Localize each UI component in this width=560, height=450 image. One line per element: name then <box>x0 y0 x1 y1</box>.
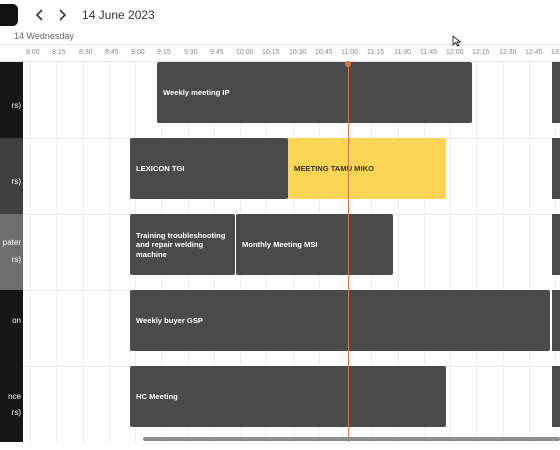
resource-row-1[interactable]: rs) <box>0 62 23 138</box>
event-hc-meeting[interactable]: HC Meeting <box>130 366 446 427</box>
time-tick: 12:30 <box>499 49 517 56</box>
chevron-right-icon <box>59 9 67 21</box>
event-offscreen-2[interactable] <box>552 138 560 199</box>
mouse-cursor-icon <box>452 35 462 47</box>
chevron-left-icon <box>35 9 43 21</box>
time-tick: 13:00 <box>551 49 560 56</box>
event-offscreen-3[interactable] <box>552 214 560 275</box>
time-tick: 8:30 <box>79 49 93 56</box>
current-time-dot <box>345 61 351 67</box>
time-tick: 9:15 <box>157 49 171 56</box>
horizontal-scrollbar[interactable] <box>143 437 560 441</box>
time-tick: 10:45 <box>315 49 333 56</box>
time-tick: 8:15 <box>52 49 66 56</box>
time-tick: 9:45 <box>210 49 224 56</box>
date-title: 14 June 2023 <box>82 8 155 22</box>
resource-label: nce <box>8 392 21 401</box>
view-toggle-button[interactable] <box>0 4 18 26</box>
event-training-welding[interactable]: Training troubleshooting and repair weld… <box>130 214 235 275</box>
time-tick: 12:15 <box>472 49 490 56</box>
time-tick: 11:00 <box>341 49 358 56</box>
event-meeting-tamu-miko[interactable]: MEETING TAMU MIKO <box>288 138 446 199</box>
resource-label: on <box>12 316 21 325</box>
event-monthly-meeting-msi[interactable]: Monthly Meeting MSI <box>236 214 393 275</box>
day-label: 14 Wednesday <box>14 31 74 41</box>
event-title: MEETING TAMU MIKO <box>294 163 375 173</box>
time-tick: 11:15 <box>367 49 384 56</box>
time-tick: 12:00 <box>446 49 464 56</box>
time-tick: 9:00 <box>131 49 145 56</box>
time-tick: 10:30 <box>289 49 307 56</box>
prev-day-button[interactable] <box>33 7 47 23</box>
event-title: Training troubleshooting and repair weld… <box>136 231 226 259</box>
event-title: LEXICON TGI <box>136 163 185 173</box>
current-time-line <box>348 62 349 442</box>
time-tick: 11:30 <box>394 49 411 56</box>
resource-label: pater <box>2 238 21 247</box>
resource-row-4[interactable]: on <box>0 290 23 366</box>
time-header: 8:00 8:15 8:30 8:45 9:00 9:15 9:30 9:45 … <box>0 44 560 62</box>
event-title: HC Meeting <box>136 391 178 401</box>
resource-label: rs) <box>11 177 21 186</box>
event-title: Weekly buyer GSP <box>136 315 203 325</box>
event-offscreen-1[interactable] <box>552 62 560 123</box>
time-tick: 8:00 <box>26 49 40 56</box>
time-tick: 9:30 <box>184 49 198 56</box>
resource-row-5[interactable]: nce rs) <box>0 366 23 442</box>
event-weekly-meeting-ip[interactable]: Weekly meeting IP <box>157 62 472 123</box>
time-tick: 8:45 <box>105 49 119 56</box>
event-lexicon-tgi[interactable]: LEXICON TGI <box>130 138 288 199</box>
event-offscreen-4[interactable] <box>552 290 560 351</box>
time-tick: 12:45 <box>525 49 543 56</box>
resource-row-3[interactable]: pater rs) <box>0 214 23 290</box>
resource-label: rs) <box>11 255 21 264</box>
event-offscreen-5[interactable] <box>552 366 560 427</box>
resource-label: rs) <box>11 101 21 110</box>
time-tick: 11:45 <box>420 49 437 56</box>
event-weekly-buyer-gsp[interactable]: Weekly buyer GSP <box>130 290 550 351</box>
next-day-button[interactable] <box>55 7 69 23</box>
time-tick: 10:00 <box>236 49 254 56</box>
resource-row-2[interactable]: rs) <box>0 138 23 214</box>
event-title: Weekly meeting IP <box>163 87 230 97</box>
event-title: Monthly Meeting MSI <box>242 239 318 249</box>
time-tick: 10:15 <box>262 49 280 56</box>
resource-label: rs) <box>11 408 21 417</box>
